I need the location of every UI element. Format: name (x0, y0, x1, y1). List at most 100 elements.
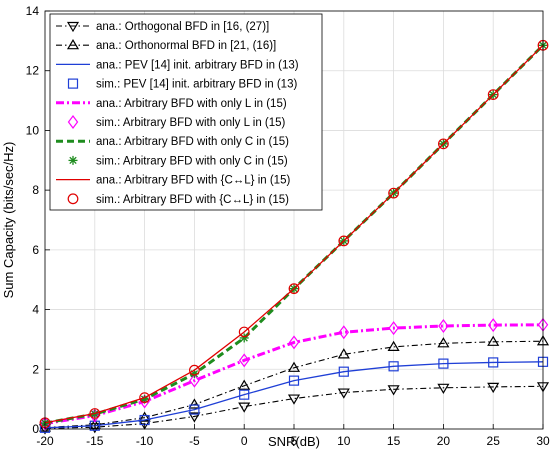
data-point (488, 357, 499, 368)
series-8 (44, 44, 544, 424)
x-tick-label: 20 (437, 434, 451, 448)
y-tick-label: 0 (32, 422, 39, 436)
legend-swatch-marker (67, 115, 79, 129)
data-point (139, 392, 151, 404)
legend-swatch-marker (66, 39, 80, 50)
data-point (437, 337, 450, 348)
x-axis-label: SNR(dB) (268, 434, 320, 449)
data-point (387, 340, 400, 351)
legend-entry: ana.: Orthonormal BFD in [21, (16)] (56, 39, 276, 52)
data-point (487, 89, 499, 100)
legend-entry: ana.: Orthogonal BFD in [16, (27)] (56, 21, 269, 33)
series-1 (38, 335, 550, 432)
y-tick-label: 14 (26, 4, 40, 18)
data-point (337, 388, 350, 399)
legend-entry: sim.: Arbitrary BFD with {C↔L} in (15) (67, 193, 289, 206)
asterisk-stroke (69, 156, 77, 165)
y-tick-label: 4 (32, 303, 39, 317)
data-point (487, 382, 500, 394)
x-tick-label: 5 (291, 434, 298, 448)
data-point (89, 408, 101, 419)
data-point (388, 361, 399, 372)
y-axis-label: Sum Capacity (bits/sec/Hz) (1, 142, 16, 299)
y-tick-label: 8 (32, 183, 39, 197)
data-point (188, 412, 201, 423)
data-point (438, 318, 449, 333)
data-point (438, 138, 449, 150)
series-line (44, 385, 544, 429)
legend-label: sim.: Arbitrary BFD with {C↔L} in (15) (96, 194, 289, 206)
data-point (338, 366, 349, 377)
data-point (238, 353, 250, 368)
legend-label: ana.: Orthogonal BFD in [16, (27)] (96, 21, 269, 33)
x-tick-label: -5 (189, 434, 200, 448)
x-tick-label: 10 (337, 434, 351, 448)
data-point (338, 235, 350, 247)
y-tick-label: 10 (26, 123, 40, 137)
legend-swatch-marker (67, 193, 79, 205)
legend-label: ana.: Arbitrary BFD with {C↔L} in (15) (96, 175, 290, 187)
legend-entry: ana.: Arbitrary BFD with {C↔L} in (15) (56, 175, 290, 187)
legend-entry: sim.: Arbitrary BFD with only C in (15) (68, 155, 288, 167)
legend-label: ana.: PEV [14] init. arbitrary BFD in (1… (96, 59, 299, 71)
legend-label: sim.: Arbitrary BFD with only L in (15) (96, 117, 286, 129)
x-tick-label: 15 (387, 434, 401, 448)
series-4 (44, 323, 544, 426)
legend-box (49, 13, 323, 211)
data-point (338, 325, 350, 340)
legend-entry: ana.: Arbitrary BFD with only C in (15) (56, 136, 289, 148)
x-tick-label: 0 (241, 434, 248, 448)
data-point (189, 404, 200, 415)
legend-swatch-marker (67, 78, 79, 89)
data-point (288, 283, 300, 295)
data-point (188, 364, 200, 376)
legend-label: ana.: Arbitrary BFD with only L in (15) (96, 98, 287, 110)
legend-label: ana.: Arbitrary BFD with only C in (15) (96, 136, 289, 148)
data-point (487, 318, 499, 333)
legend-label: ana.: Orthonormal BFD in [21, (16)] (96, 40, 276, 52)
data-point (288, 375, 300, 386)
data-point (238, 379, 251, 390)
legend-label: sim.: Arbitrary BFD with only C in (15) (96, 155, 288, 167)
data-point (387, 385, 400, 396)
x-tick-label: -15 (86, 434, 104, 448)
legend-label: sim.: PEV [14] init. arbitrary BFD in (1… (96, 79, 297, 91)
data-point (138, 411, 151, 422)
series-line (44, 44, 544, 424)
data-point (487, 335, 500, 346)
data-point (238, 402, 251, 413)
data-point (438, 358, 449, 369)
data-point (288, 335, 300, 350)
data-point (437, 383, 450, 394)
legend-entry: sim.: Arbitrary BFD with only L in (15) (67, 115, 286, 129)
x-tick-label: 30 (536, 434, 550, 448)
legend: ana.: Orthogonal BFD in [16, (27)] ana.: … (49, 13, 323, 211)
y-tick-label: 12 (26, 64, 40, 78)
x-tick-label: 25 (487, 434, 501, 448)
data-point (188, 398, 201, 409)
tick-layer: -20 -15 -10 -5 0 5 10 15 20 25 30 0 2 4 6 8 10 12 14 (26, 4, 550, 448)
legend-entry: sim.: PEV [14] init. arbitrary BFD in (1… (67, 78, 297, 91)
asterisk-stroke (190, 370, 199, 378)
series-line (44, 323, 544, 426)
legend-entry: ana.: PEV [14] init. arbitrary BFD in (1… (56, 59, 299, 71)
data-point (239, 389, 250, 400)
legend-entry: ana.: Arbitrary BFD with only L in (15) (56, 98, 287, 110)
x-tick-label: -20 (36, 434, 54, 448)
x-tick-label: -10 (136, 434, 154, 448)
data-point (287, 361, 301, 372)
series-line (44, 340, 544, 429)
y-tick-label: 6 (32, 243, 39, 257)
legend-swatch-marker (68, 155, 78, 165)
data-point (287, 394, 301, 405)
data-point (238, 326, 250, 338)
data-point (337, 348, 350, 359)
data-point (388, 321, 399, 336)
series-line (44, 361, 544, 429)
data-point (388, 187, 400, 199)
y-tick-label: 2 (32, 362, 39, 376)
legend-swatch-marker (66, 21, 80, 33)
series-2 (44, 361, 544, 429)
